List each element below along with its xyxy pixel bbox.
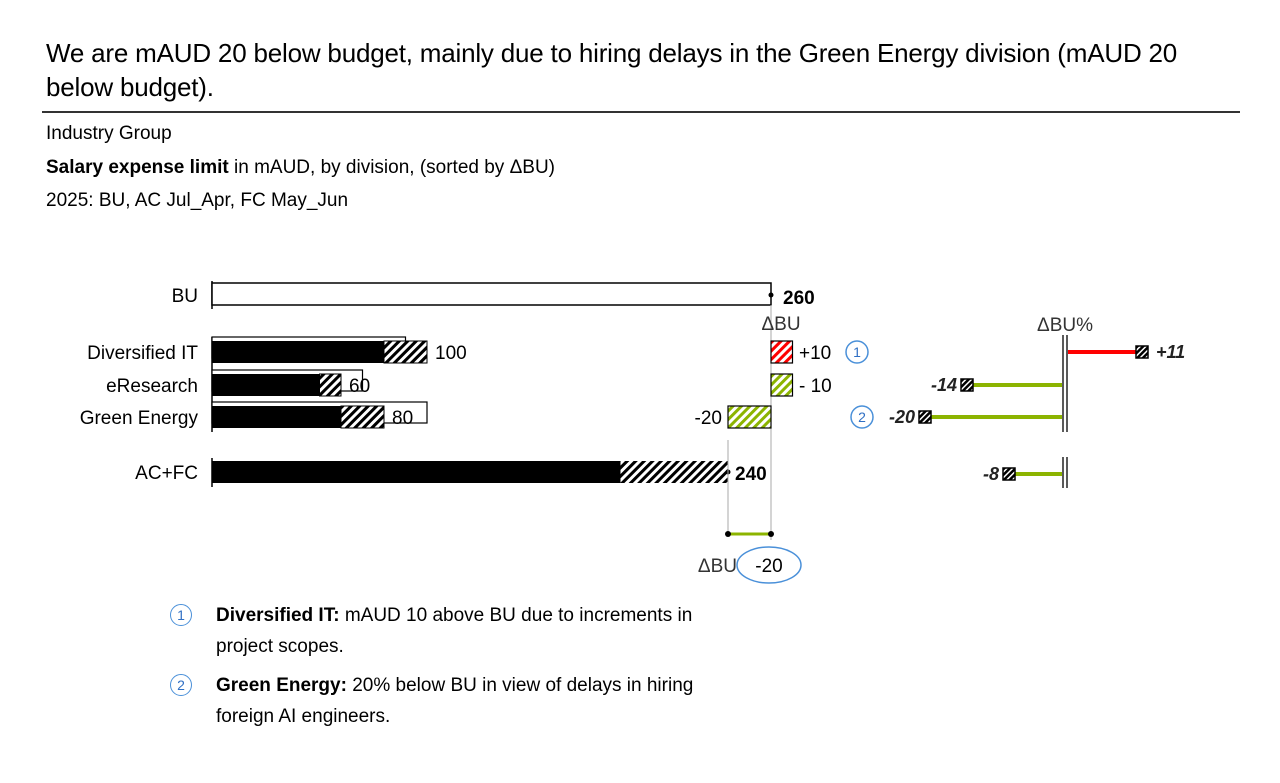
value-label: 60: [349, 376, 370, 397]
delta-total-highlight: [736, 546, 802, 584]
category-label: Green Energy: [80, 408, 199, 429]
note-marker: 1: [170, 604, 192, 626]
measure-rest: in mAUD, by division, (sorted by ΔBU): [228, 157, 556, 178]
bar-bu-total-dot: [768, 292, 774, 298]
category-label-acfc: AC+FC: [135, 463, 198, 484]
delta-pct-total-marker: [1002, 467, 1016, 481]
bar-ac: [212, 341, 384, 363]
measure-label: Salary expense limit in mAUD, by divisio…: [46, 156, 555, 180]
annotation-marker-2-number: 2: [858, 409, 866, 425]
note-text: mAUD 10 above BU due to increments in pr…: [216, 605, 693, 657]
bar-fc-total: [620, 461, 728, 483]
value-label-bu-total: 260: [783, 288, 815, 309]
delta-bu-bar: [770, 340, 794, 364]
delta-total-label: -20: [755, 556, 782, 577]
delta-pct-total-label: -8: [983, 464, 999, 484]
delta-pct-2-marker: [960, 378, 974, 392]
bar-fc: [383, 340, 428, 364]
value-label: 100: [435, 343, 467, 364]
bar-fc: [319, 373, 342, 397]
delta-pct-2-label: -14: [931, 375, 957, 395]
bar-fc: [340, 405, 385, 429]
variance-chart: BU 260 Diversified IT 100 eResearch 60 Green E…: [80, 281, 1185, 584]
value-label-acfc-total: 240: [735, 464, 767, 485]
note-title: Diversified IT:: [216, 605, 340, 626]
note-1: 1 Diversified IT: mAUD 10 above BU due t…: [170, 600, 730, 662]
category-label: Diversified IT: [87, 343, 198, 364]
delta-bu-bar: [770, 373, 794, 397]
bar-ac: [212, 374, 320, 396]
notes: 1 Diversified IT: mAUD 10 above BU due t…: [170, 600, 730, 740]
note-title: Green Energy:: [216, 675, 347, 696]
category-label: eResearch: [106, 376, 198, 397]
annotation-marker-1-number: 1: [853, 344, 861, 360]
delta-bu-label: -20: [695, 408, 722, 429]
note-2: 2 Green Energy: 20% below BU in view of …: [170, 670, 730, 732]
entity-label: Industry Group: [46, 123, 172, 144]
annotation-marker-2-circle: [850, 405, 874, 429]
bar-ac: [212, 406, 341, 428]
delta-bu-header: ΔBU: [761, 314, 800, 335]
delta-pct-1-marker: [1135, 345, 1149, 359]
annotation-marker-1-circle: [845, 340, 869, 364]
value-label: 80: [392, 408, 413, 429]
delta-bu-label: +10: [799, 343, 831, 364]
bar-ac-total: [212, 461, 621, 483]
note-marker: 2: [170, 674, 192, 696]
delta-bu-label: - 10: [799, 376, 832, 397]
scenario-label: 2025: BU, AC Jul_Apr, FC May_Jun: [46, 190, 349, 211]
delta-pct-3-label: -20: [889, 407, 915, 427]
delta-total-header: ΔBU: [698, 556, 737, 577]
delta-pct-header: ΔBU%: [1037, 315, 1093, 336]
measure-bold: Salary expense limit: [46, 157, 229, 178]
category-label-bu: BU: [172, 286, 198, 307]
bar-bu-total: [211, 282, 772, 306]
delta-pct-1-label: +11: [1156, 342, 1185, 362]
delta-bu-bar: [727, 405, 772, 429]
headline: We are mAUD 20 below budget, mainly due …: [46, 38, 1178, 102]
headline-rule: [42, 111, 1240, 113]
note-text: 20% below BU in view of delays in hiring…: [216, 675, 694, 727]
delta-total-dot-right: [768, 531, 774, 537]
delta-pct-3-marker: [918, 410, 932, 424]
delta-total-dot-left: [725, 531, 731, 537]
